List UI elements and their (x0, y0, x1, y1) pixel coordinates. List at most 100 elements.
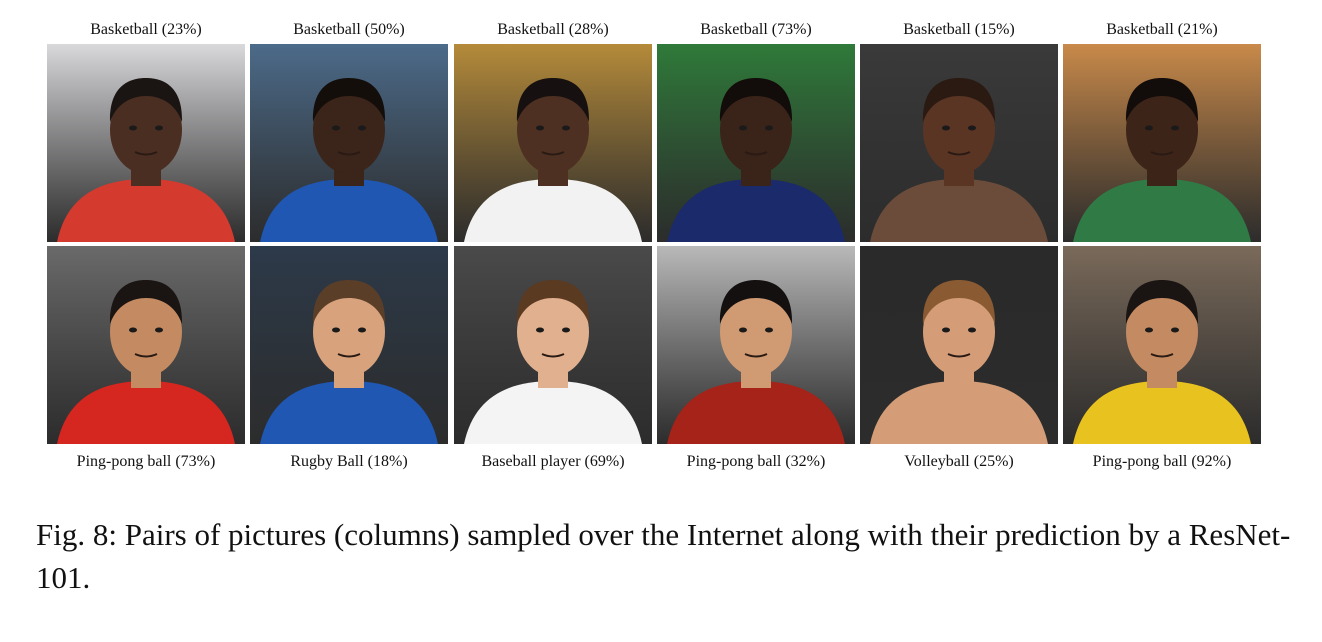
bottom-prediction-label: Baseball player (69%) (481, 453, 625, 470)
bottom-photo (454, 246, 652, 444)
top-prediction-label: Basketball (23%) (90, 21, 202, 38)
mouth-shape (947, 151, 971, 156)
right-eye-shape (155, 327, 163, 333)
face-shape (110, 86, 182, 174)
face-shape (1126, 86, 1198, 174)
top-prediction-label: Basketball (50%) (293, 21, 405, 38)
mouth-shape (337, 353, 361, 358)
figure-column-4: Basketball (73%) Ping-pong ball (32%) (657, 0, 855, 480)
hair-shape (109, 78, 183, 122)
face-shape (720, 86, 792, 174)
right-eye-shape (562, 327, 570, 333)
left-eye-shape (129, 327, 137, 333)
left-eye-shape (942, 327, 950, 333)
face-shape (313, 86, 385, 174)
mouth-shape (337, 151, 361, 156)
mouth-shape (1150, 353, 1174, 358)
mouth-shape (744, 151, 768, 156)
hair-shape (922, 280, 996, 324)
top-prediction-label: Basketball (21%) (1106, 21, 1218, 38)
hair-shape (312, 78, 386, 122)
face-shape (923, 288, 995, 376)
hair-shape (1125, 280, 1199, 324)
top-photo (860, 44, 1058, 242)
top-prediction-label: Basketball (15%) (903, 21, 1015, 38)
soccer-player-italy-jersey-photo (250, 44, 448, 242)
face-shape (517, 86, 589, 174)
face-shape (720, 288, 792, 376)
bottom-photo (250, 246, 448, 444)
top-photo (47, 44, 245, 242)
weightlifter-straining-photo (657, 246, 855, 444)
shirt-shape (870, 179, 1048, 242)
figure-column-2: Basketball (50%) Rugby Ball (18%) (250, 0, 448, 480)
mouth-shape (1150, 151, 1174, 156)
mouth-shape (541, 151, 565, 156)
shirt-shape (1073, 179, 1251, 242)
soccer-player-red-jersey-photo (47, 44, 245, 242)
athlete-woman-portrait-photo (657, 44, 855, 242)
mouth-shape (744, 353, 768, 358)
hockey-player-white-jersey-photo (454, 246, 652, 444)
top-photo (657, 44, 855, 242)
shirt-shape (57, 381, 235, 444)
shirt-shape (464, 179, 642, 242)
right-eye-shape (765, 125, 773, 131)
bottom-photo (657, 246, 855, 444)
figure-column-6: Basketball (21%) Ping-pong ball (92%) (1063, 0, 1261, 480)
left-eye-shape (739, 327, 747, 333)
face-shape (313, 288, 385, 376)
left-eye-shape (536, 327, 544, 333)
shirt-shape (57, 179, 235, 242)
mouth-shape (134, 151, 158, 156)
mouth-shape (947, 353, 971, 358)
right-eye-shape (1171, 327, 1179, 333)
left-eye-shape (942, 125, 950, 131)
hockey-fan-white-jersey-photo (454, 44, 652, 242)
mouth-shape (541, 353, 565, 358)
hair-shape (312, 280, 386, 324)
hair-shape (922, 78, 996, 122)
fighter-tattooed-photo (860, 246, 1058, 444)
soccer-match-action-photo (1063, 44, 1261, 242)
bottom-photo (860, 246, 1058, 444)
face-shape (923, 86, 995, 174)
top-photo (250, 44, 448, 242)
top-prediction-label: Basketball (73%) (700, 21, 812, 38)
soccer-player-italy-jersey-8-photo (250, 246, 448, 444)
face-shape (1126, 288, 1198, 376)
hair-shape (1125, 78, 1199, 122)
bottom-photo (1063, 246, 1261, 444)
shirt-shape (464, 381, 642, 444)
bottom-prediction-label: Volleyball (25%) (904, 453, 1014, 470)
left-eye-shape (739, 125, 747, 131)
shirt-shape (1073, 381, 1251, 444)
hair-shape (719, 280, 793, 324)
bottom-prediction-label: Ping-pong ball (73%) (76, 453, 216, 470)
shirt-shape (260, 381, 438, 444)
bottom-prediction-label: Rugby Ball (18%) (290, 453, 408, 470)
bottom-prediction-label: Ping-pong ball (32%) (686, 453, 826, 470)
top-prediction-label: Basketball (28%) (497, 21, 609, 38)
left-eye-shape (1145, 327, 1153, 333)
right-eye-shape (1171, 125, 1179, 131)
figure-caption: Fig. 8: Pairs of pictures (columns) samp… (36, 517, 1291, 595)
soccer-player-evergrande-jersey-photo (47, 246, 245, 444)
left-eye-shape (1145, 125, 1153, 131)
figure-column-5: Basketball (15%) Volleyball (25%) (860, 0, 1058, 480)
face-shape (110, 288, 182, 376)
left-eye-shape (536, 125, 544, 131)
face-shape (517, 288, 589, 376)
shirt-shape (667, 381, 845, 444)
shirt-shape (667, 179, 845, 242)
boxer-portrait-photo (860, 44, 1058, 242)
right-eye-shape (562, 125, 570, 131)
shirt-shape (260, 179, 438, 242)
hair-shape (719, 78, 793, 122)
left-eye-shape (332, 327, 340, 333)
figure-column-3: Basketball (28%) Baseball player (69%) (454, 0, 652, 480)
bottom-photo (47, 246, 245, 444)
left-eye-shape (129, 125, 137, 131)
figure-column-1: Basketball (23%) Ping-pong ball (73%) (47, 0, 245, 480)
right-eye-shape (765, 327, 773, 333)
